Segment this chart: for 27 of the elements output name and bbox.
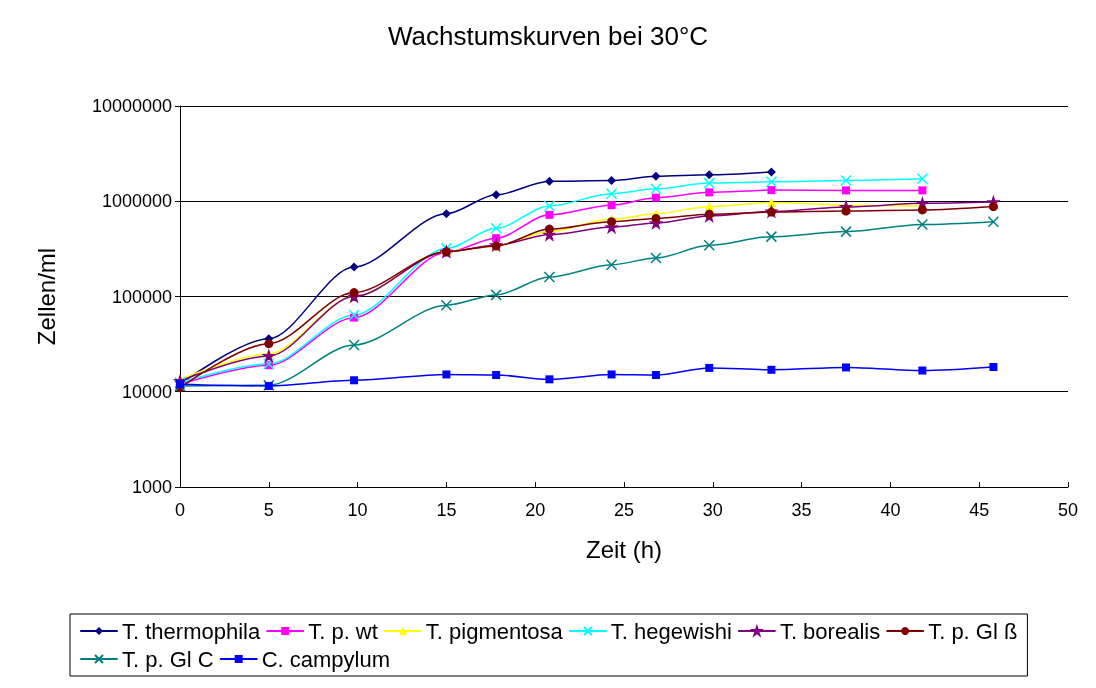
x-tick-label: 50 <box>1057 500 1079 520</box>
x-tick-label: 10 <box>347 500 368 520</box>
legend-label: T. thermophila <box>122 618 261 644</box>
chart-title: Wachstumskurven bei 30°C <box>387 21 709 51</box>
legend-label: T. p. wt <box>308 618 378 644</box>
y-tick-label: 1000000 <box>101 191 172 212</box>
x-tick-label: 40 <box>880 500 901 520</box>
legend-label: C. campylum <box>261 646 391 672</box>
y-tick-label: 10000 <box>121 381 172 402</box>
x-tick-label: 45 <box>969 500 990 520</box>
y-tick-label: 10000000 <box>91 96 172 116</box>
legend-label: T. hegewishi <box>610 618 732 644</box>
x-tick-label: 5 <box>263 500 274 520</box>
x-tick-label: 0 <box>174 500 186 520</box>
y-tick-label: 100000 <box>111 286 172 307</box>
legend-label: T. p. Gl ß <box>928 618 1018 644</box>
x-axis-title: Zeit (h) <box>585 535 663 563</box>
legend-label: T. p. Gl C <box>122 646 214 672</box>
x-tick-label: 25 <box>613 500 635 520</box>
legend-label: T. pigmentosa <box>425 618 564 644</box>
x-tick-label: 30 <box>702 500 723 520</box>
legend-label: T. borealis <box>779 618 881 644</box>
x-tick-label: 35 <box>791 500 812 520</box>
y-axis-title: Zellen/ml <box>32 247 60 346</box>
x-tick-label: 15 <box>436 500 457 520</box>
x-tick-label: 20 <box>525 500 546 520</box>
y-tick-label: 1000 <box>131 477 172 497</box>
